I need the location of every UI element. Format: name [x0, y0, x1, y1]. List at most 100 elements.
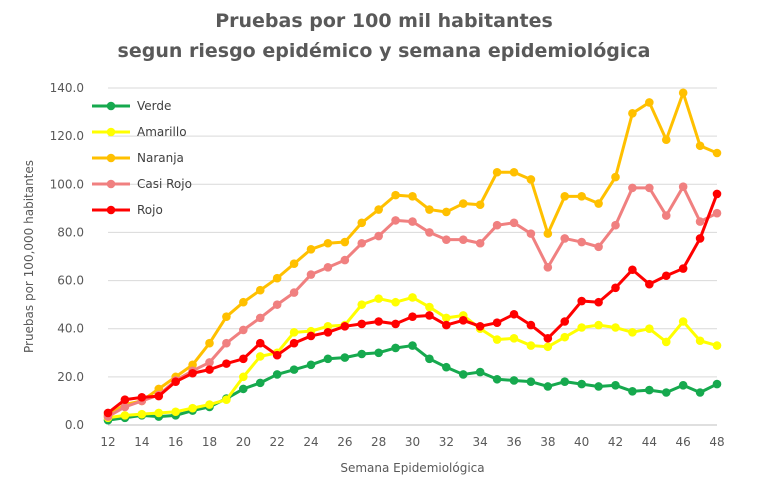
- data-point: [120, 395, 130, 405]
- y-tick-label: 100.0: [50, 177, 84, 191]
- data-point: [222, 312, 231, 321]
- y-axis-label: Pruebas por 100,000 habitantes: [22, 160, 36, 353]
- data-point: [492, 318, 502, 327]
- data-point: [442, 313, 451, 323]
- data-point: [425, 354, 434, 364]
- data-point: [306, 331, 316, 341]
- data-point: [492, 167, 502, 177]
- data-point: [171, 407, 180, 417]
- data-point: [255, 338, 265, 348]
- data-point: [645, 324, 654, 334]
- data-point: [712, 208, 722, 218]
- data-point: [628, 328, 637, 337]
- data-point: [340, 353, 350, 362]
- data-point: [526, 341, 536, 350]
- data-point: [628, 183, 637, 193]
- data-point: [272, 300, 282, 309]
- data-point: [509, 218, 519, 228]
- data-point: [289, 259, 299, 269]
- data-point: [323, 238, 333, 248]
- x-tick-label: 26: [337, 435, 352, 449]
- data-point: [289, 288, 299, 297]
- data-point: [712, 189, 722, 199]
- y-tick-label: 0.0: [65, 418, 84, 432]
- data-point: [645, 385, 654, 395]
- data-point: [374, 348, 383, 358]
- data-point: [509, 376, 519, 385]
- legend-swatch-marker: [106, 127, 116, 137]
- data-point: [594, 199, 603, 208]
- data-point: [458, 199, 468, 208]
- data-point: [357, 300, 367, 309]
- data-point: [239, 354, 248, 364]
- data-point: [272, 350, 282, 360]
- data-point: [577, 192, 586, 201]
- data-point: [323, 322, 333, 331]
- data-point: [137, 393, 147, 402]
- data-point: [239, 384, 248, 394]
- x-tick-label: 44: [642, 435, 657, 449]
- legend-swatch-marker: [106, 205, 116, 215]
- data-point: [712, 341, 722, 350]
- x-tick-label: 40: [574, 435, 589, 449]
- data-point: [442, 235, 451, 244]
- data-point: [560, 317, 570, 326]
- data-point: [628, 265, 637, 275]
- data-point: [103, 408, 113, 418]
- x-tick-label: 36: [506, 435, 521, 449]
- data-point: [357, 349, 367, 359]
- x-tick-label: 48: [709, 435, 724, 449]
- data-point: [374, 205, 383, 214]
- data-point: [323, 354, 333, 364]
- data-point: [255, 378, 265, 388]
- y-tick-label: 120.0: [50, 129, 84, 143]
- data-point: [289, 328, 299, 337]
- data-point: [577, 296, 586, 306]
- data-point: [526, 320, 536, 330]
- data-point: [442, 207, 451, 217]
- data-point: [661, 271, 671, 281]
- data-point: [611, 220, 620, 230]
- chart-title: Pruebas por 100 mil habitantes: [215, 10, 553, 32]
- legend-swatch-marker: [106, 179, 116, 189]
- data-point: [695, 336, 705, 346]
- data-point: [492, 335, 502, 344]
- data-point: [357, 218, 367, 228]
- x-tick-label: 34: [473, 435, 488, 449]
- legend-label: Amarillo: [137, 125, 187, 139]
- data-point: [120, 402, 130, 412]
- data-point: [374, 231, 383, 241]
- data-point: [543, 334, 553, 343]
- y-tick-label: 60.0: [57, 274, 84, 288]
- x-tick-label: 20: [236, 435, 251, 449]
- x-tick-label: 18: [202, 435, 217, 449]
- data-point: [526, 377, 536, 386]
- data-point: [560, 332, 570, 342]
- data-point: [357, 238, 367, 248]
- data-point: [239, 372, 248, 382]
- data-point: [543, 229, 553, 238]
- data-point: [628, 108, 637, 118]
- data-point: [678, 182, 688, 191]
- data-point: [475, 367, 485, 377]
- data-point: [255, 285, 265, 295]
- data-point: [154, 408, 164, 418]
- data-point: [137, 409, 147, 419]
- data-point: [526, 229, 536, 238]
- data-point: [645, 279, 654, 289]
- series-line-4: [107, 193, 719, 415]
- legend-swatch-marker: [106, 153, 116, 163]
- x-tick-label: 42: [608, 435, 623, 449]
- y-tick-label: 140.0: [50, 81, 84, 95]
- data-point: [594, 320, 603, 330]
- data-point: [492, 374, 502, 384]
- data-point: [577, 323, 586, 332]
- data-point: [661, 337, 671, 347]
- data-point: [678, 380, 688, 390]
- data-point: [543, 382, 553, 391]
- data-point: [340, 255, 350, 265]
- data-point: [543, 342, 553, 352]
- data-point: [695, 141, 705, 151]
- x-axis-label: Semana Epidemiológica: [340, 461, 484, 475]
- data-point: [205, 338, 214, 348]
